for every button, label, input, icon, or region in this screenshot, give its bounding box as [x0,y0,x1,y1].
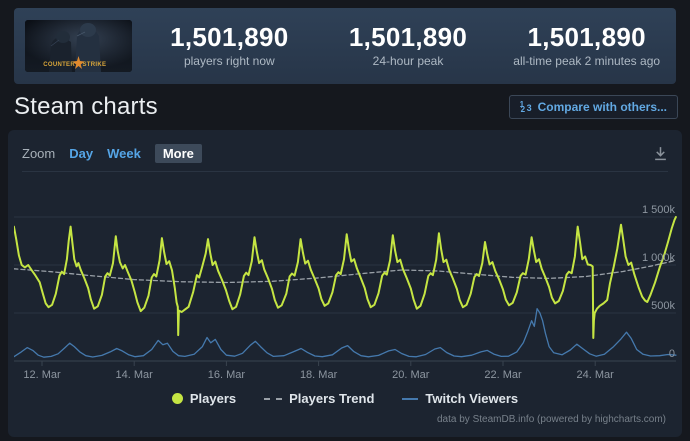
stat-current-players: 1,501,890 players right now [140,21,319,69]
toolbar-divider [22,171,668,172]
svg-text:1 500k: 1 500k [642,204,676,216]
svg-text:14. Mar: 14. Mar [116,369,154,381]
chart-toolbar: Zoom Day Week More [22,142,668,164]
current-players-label: players right now [183,54,275,69]
alltime-peak-value: 1,501,890 [527,21,646,52]
capsule-logo-right: STRIKE [83,62,107,68]
legend-twitch-label: Twitch Viewers [425,391,519,406]
section-header: Steam charts 1 2 3 Compare with others..… [14,92,678,122]
svg-text:1 000k: 1 000k [642,252,676,264]
chart-legend: Players Players Trend Twitch Viewers [8,391,682,406]
stat-24h-peak: 1,501,890 24-hour peak [319,21,498,69]
download-chart-button[interactable] [653,146,668,161]
legend-item-players-trend[interactable]: Players Trend [264,391,374,406]
compare-with-others-button[interactable]: 1 2 3 Compare with others... [508,95,678,119]
page-title: Steam charts [14,93,158,120]
players-marker-icon [171,393,183,404]
zoom-label: Zoom [22,145,56,161]
peak-24h-label: 24-hour peak [372,54,444,69]
legend-item-players[interactable]: Players [171,391,237,406]
svg-text:12. Mar: 12. Mar [23,369,61,381]
svg-text:16. Mar: 16. Mar [208,369,246,381]
svg-text:500k: 500k [651,300,675,312]
download-icon [655,146,666,160]
csgo-capsule-art: COUNTER STRIKE [25,20,132,72]
legend-trend-label: Players Trend [289,391,375,406]
steam-charts-card: Zoom Day Week More 1 500k 1 000k 500k 0 12. … [8,130,682,437]
legend-item-twitch-viewers[interactable]: Twitch Viewers [402,391,518,406]
svg-text:24. Mar: 24. Mar [577,369,615,381]
zoom-option-day[interactable]: Day [69,145,94,161]
svg-text:20. Mar: 20. Mar [392,369,430,381]
compare-button-label: Compare with others... [537,100,667,114]
zoom-option-week[interactable]: Week [107,145,141,161]
legend-players-label: Players [189,391,237,406]
svg-text:0: 0 [669,348,675,360]
stats-row: 1,501,890 players right now 1,501,890 24… [140,21,676,69]
alltime-peak-label: all-time peak 2 minutes ago [513,54,661,69]
svg-text:18. Mar: 18. Mar [300,369,338,381]
zoom-option-more-selected[interactable]: More [154,143,202,163]
chart-credit-links[interactable]: data by SteamDB.info (powered by highcha… [437,414,666,425]
current-players-value: 1,501,890 [170,21,289,52]
compare-numbers-icon: 1 2 3 [519,99,532,114]
capsule-logo-left: COUNTER [43,62,75,68]
game-capsule-image[interactable]: COUNTER STRIKE [25,20,132,72]
trend-dash-icon [264,397,283,400]
twitch-line-icon [402,397,419,400]
stat-alltime-peak: 1,501,890 all-time peak 2 minutes ago [497,21,676,69]
header-stats-panel: COUNTER STRIKE 1,501,890 players right n… [14,8,676,84]
players-chart[interactable]: 1 500k 1 000k 500k 0 12. Mar 14. Mar 16. Mar 18… [14,175,682,387]
svg-text:22. Mar: 22. Mar [484,369,522,381]
peak-24h-value: 1,501,890 [348,21,468,52]
